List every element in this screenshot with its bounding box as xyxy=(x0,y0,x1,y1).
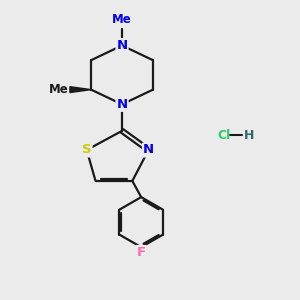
Text: F: F xyxy=(136,246,146,259)
Text: H: H xyxy=(244,129,254,142)
Text: Cl: Cl xyxy=(218,129,231,142)
Text: N: N xyxy=(143,143,154,157)
Polygon shape xyxy=(70,87,91,93)
Text: Me: Me xyxy=(49,83,68,96)
Text: S: S xyxy=(82,143,92,157)
Text: N: N xyxy=(116,98,128,111)
Text: Me: Me xyxy=(112,13,132,26)
Text: N: N xyxy=(116,39,128,52)
